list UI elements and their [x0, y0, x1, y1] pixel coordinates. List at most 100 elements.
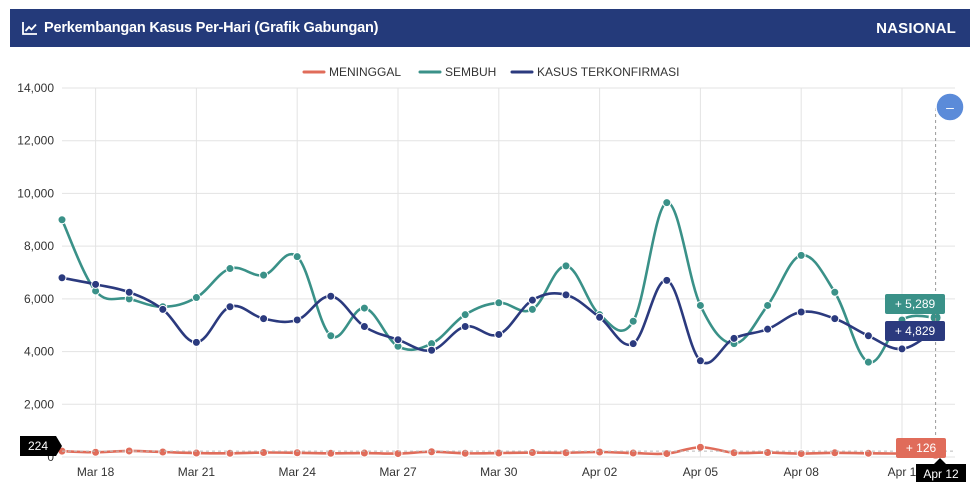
data-point[interactable]: [695, 356, 705, 366]
data-point[interactable]: [292, 448, 302, 458]
data-point[interactable]: [359, 448, 369, 458]
data-point[interactable]: [494, 448, 504, 458]
data-point[interactable]: [628, 316, 638, 326]
data-point[interactable]: [863, 357, 873, 367]
data-point[interactable]: [796, 250, 806, 260]
meninggal-tooltip: + 126: [906, 441, 937, 455]
data-point[interactable]: [326, 291, 336, 301]
x-tick-label: Mar 27: [379, 465, 417, 479]
data-point[interactable]: [91, 447, 101, 457]
data-point[interactable]: [427, 345, 437, 355]
series-line: [62, 276, 937, 365]
data-point[interactable]: [763, 324, 773, 334]
data-point[interactable]: [561, 290, 571, 300]
data-point[interactable]: [460, 310, 470, 320]
region-badge: NASIONAL: [876, 19, 956, 37]
data-point[interactable]: [393, 335, 403, 345]
y-tick-label: 2,000: [24, 397, 54, 411]
zoom-reset-button[interactable]: [935, 92, 965, 122]
data-point[interactable]: [628, 339, 638, 349]
data-point[interactable]: [763, 448, 773, 458]
x-tick-label: Apr 05: [683, 465, 719, 479]
data-point[interactable]: [225, 302, 235, 312]
y-tick-label: 12,000: [17, 134, 54, 148]
data-point[interactable]: [494, 329, 504, 339]
data-point[interactable]: [359, 322, 369, 332]
series-line: [62, 201, 936, 364]
data-point[interactable]: [729, 448, 739, 458]
data-point[interactable]: [863, 448, 873, 458]
data-point[interactable]: [225, 264, 235, 274]
data-point[interactable]: [527, 448, 537, 458]
data-point[interactable]: [91, 279, 101, 289]
y-tick-label: 10,000: [17, 186, 54, 200]
y-tick-label: 8,000: [24, 239, 54, 253]
data-point[interactable]: [191, 293, 201, 303]
y-tick-label: 14,000: [17, 81, 54, 95]
combined-line-chart: 0 2,000 4,000 6,000 8,000 10,000 12,000 14,000 M…: [17, 65, 966, 482]
chart-header: Perkembangan Kasus Per-Hari (Grafik Gabu…: [10, 9, 970, 47]
terkonfirmasi-tooltip-bg: [885, 321, 945, 341]
data-point[interactable]: [292, 252, 302, 262]
data-point[interactable]: [863, 331, 873, 341]
data-point[interactable]: [796, 449, 806, 459]
x-tick-label: Apr 02: [582, 465, 618, 479]
data-point[interactable]: [527, 304, 537, 314]
chart-title: Perkembangan Kasus Per-Hari (Grafik Gabu…: [44, 20, 379, 36]
x-tick-label: Apr 1: [888, 465, 917, 479]
data-point[interactable]: [292, 315, 302, 325]
sembuh-tooltip-bg: [885, 294, 945, 314]
data-point[interactable]: [830, 287, 840, 297]
y-tick-label: 6,000: [24, 292, 54, 306]
data-point[interactable]: [460, 448, 470, 458]
data-point[interactable]: [695, 300, 705, 310]
data-point[interactable]: [158, 447, 168, 457]
data-point[interactable]: [830, 448, 840, 458]
data-point[interactable]: [763, 300, 773, 310]
x-tick-label: Mar 18: [77, 465, 115, 479]
data-point[interactable]: [695, 442, 705, 452]
header-title-group: Perkembangan Kasus Per-Hari (Grafik Gabu…: [22, 20, 378, 36]
data-point[interactable]: [158, 304, 168, 314]
data-point[interactable]: [225, 448, 235, 458]
data-point[interactable]: [460, 322, 470, 332]
data-point[interactable]: [259, 270, 269, 280]
data-point[interactable]: [326, 331, 336, 341]
data-point[interactable]: [662, 198, 672, 208]
data-point[interactable]: [359, 303, 369, 313]
x-tick-label: Mar 24: [279, 465, 317, 479]
sembuh-tooltip: + 5,289: [895, 297, 936, 311]
meninggal-tooltip-bg: [896, 438, 946, 458]
data-point[interactable]: [830, 314, 840, 324]
data-point[interactable]: [595, 447, 605, 457]
data-point[interactable]: [259, 314, 269, 324]
data-point[interactable]: [796, 307, 806, 317]
x-date-marker-bg: [916, 458, 966, 482]
chart-area: 0 2,000 4,000 6,000 8,000 10,000 12,000 14,000 M…: [0, 50, 976, 492]
data-point[interactable]: [57, 215, 67, 225]
data-point[interactable]: [191, 448, 201, 458]
data-point[interactable]: [57, 273, 67, 283]
data-point[interactable]: [729, 333, 739, 343]
data-point[interactable]: [662, 275, 672, 285]
legend-label: KASUS TERKONFIRMASI: [537, 65, 679, 79]
y-tick-label: 0: [47, 450, 54, 464]
y-value-marker-bg: [20, 436, 62, 456]
legend-label: MENINGGAL: [329, 65, 401, 79]
data-point[interactable]: [595, 312, 605, 322]
data-point[interactable]: [191, 337, 201, 347]
data-point[interactable]: [561, 448, 571, 458]
data-point[interactable]: [427, 447, 437, 457]
data-point[interactable]: [259, 448, 269, 458]
data-point[interactable]: [124, 287, 134, 297]
zoom-minus-icon: –: [946, 99, 954, 115]
data-point[interactable]: [527, 295, 537, 305]
data-point[interactable]: [561, 261, 571, 271]
data-point[interactable]: [897, 344, 907, 354]
data-point[interactable]: [494, 298, 504, 308]
x-tick-label: Mar 21: [178, 465, 216, 479]
data-point[interactable]: [326, 448, 336, 458]
y-tick-label: 4,000: [24, 345, 54, 359]
data-point[interactable]: [628, 448, 638, 458]
line-chart-icon: [22, 22, 37, 35]
